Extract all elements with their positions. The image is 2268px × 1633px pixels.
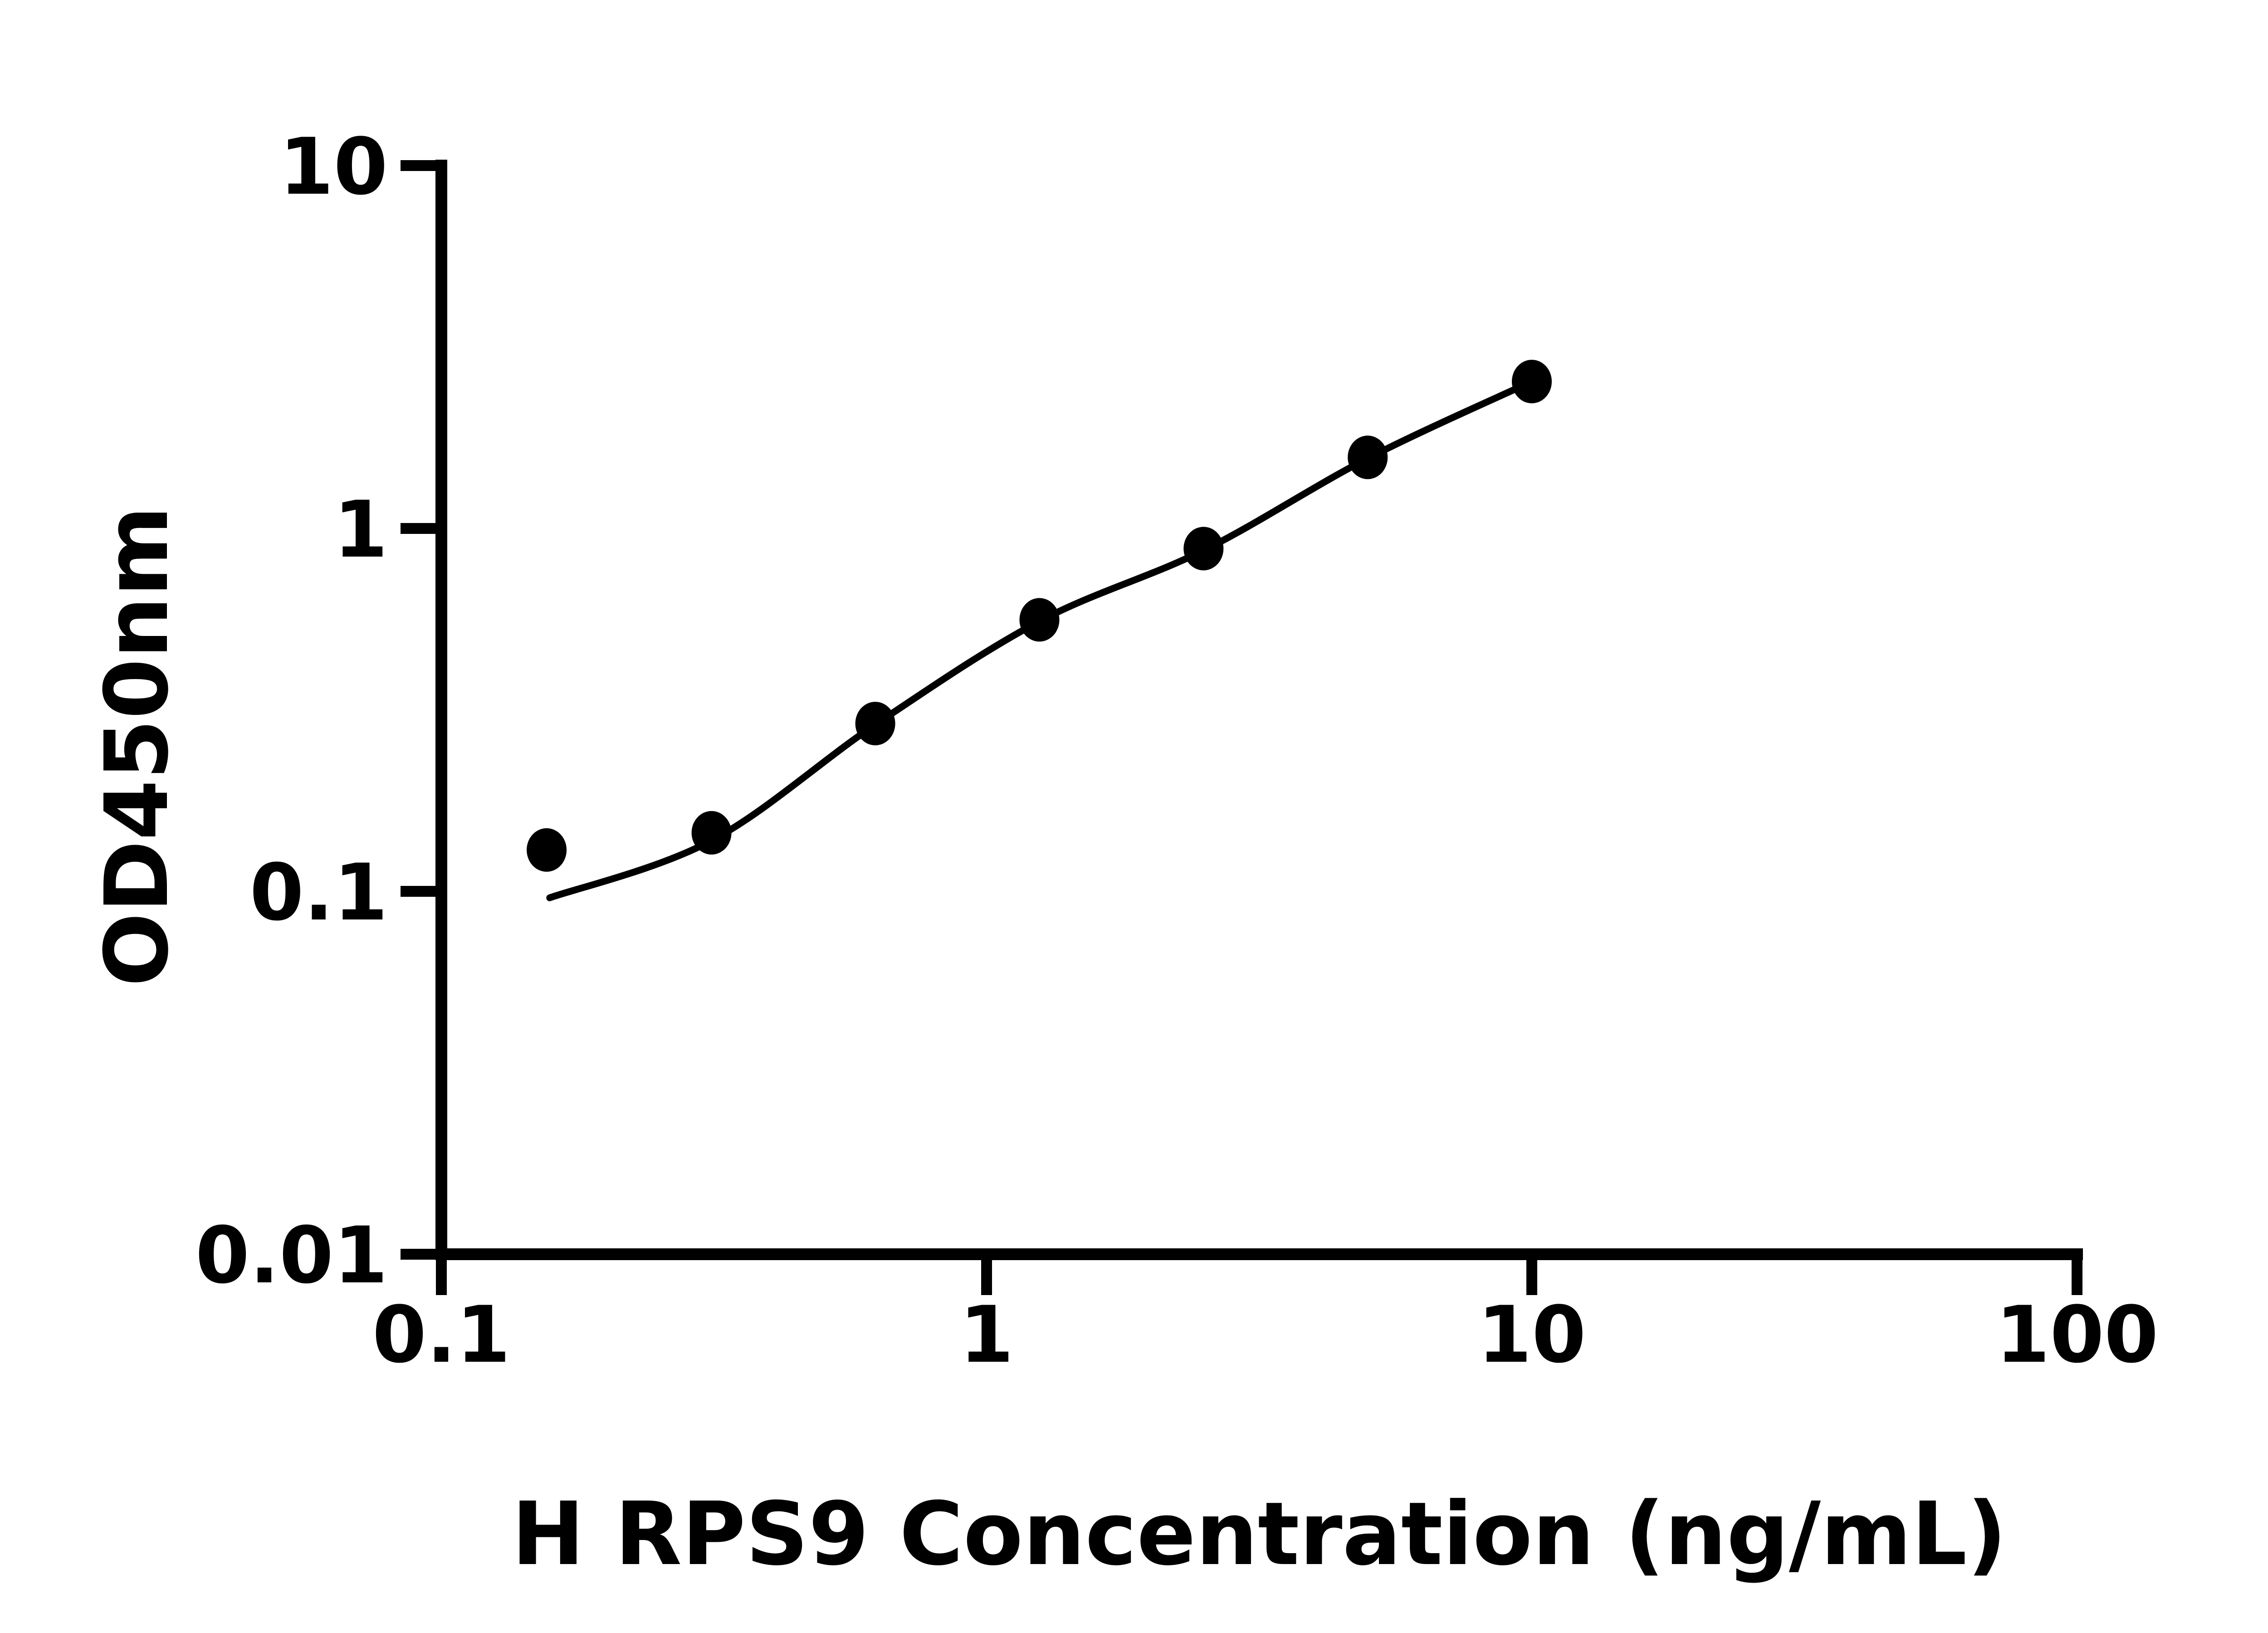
data-point-series [527, 360, 1552, 872]
data-point-marker [855, 702, 895, 746]
data-point-marker [527, 828, 567, 872]
x-axis-ticks [436, 1254, 2082, 1295]
x-axis-title: H RPS9 Concentration (ng/mL) [512, 1484, 2007, 1585]
data-point-marker [1348, 435, 1388, 479]
x-tick-label: 0.1 [372, 1289, 511, 1380]
data-point-marker [691, 811, 732, 855]
y-tick-label: 10 [279, 121, 388, 212]
data-point-marker [1183, 527, 1224, 571]
axes [435, 160, 2083, 1260]
y-tick-label: 1 [333, 484, 388, 575]
x-tick-label: 1 [959, 1289, 1014, 1380]
data-point-marker [1512, 360, 1552, 404]
x-tick-label: 10 [1477, 1289, 1586, 1380]
y-tick-label: 0.1 [249, 847, 388, 938]
y-axis-ticks [401, 160, 441, 1260]
x-tick-label: 100 [1995, 1289, 2158, 1380]
y-axis-tick-labels: 10 1 0.1 0.01 [196, 121, 388, 1301]
y-axis-title: OD450nm [87, 506, 188, 987]
data-point-marker [1019, 598, 1060, 642]
y-tick-label: 0.01 [196, 1210, 388, 1301]
x-axis-tick-labels: 0.1 1 10 100 [372, 1289, 2159, 1380]
